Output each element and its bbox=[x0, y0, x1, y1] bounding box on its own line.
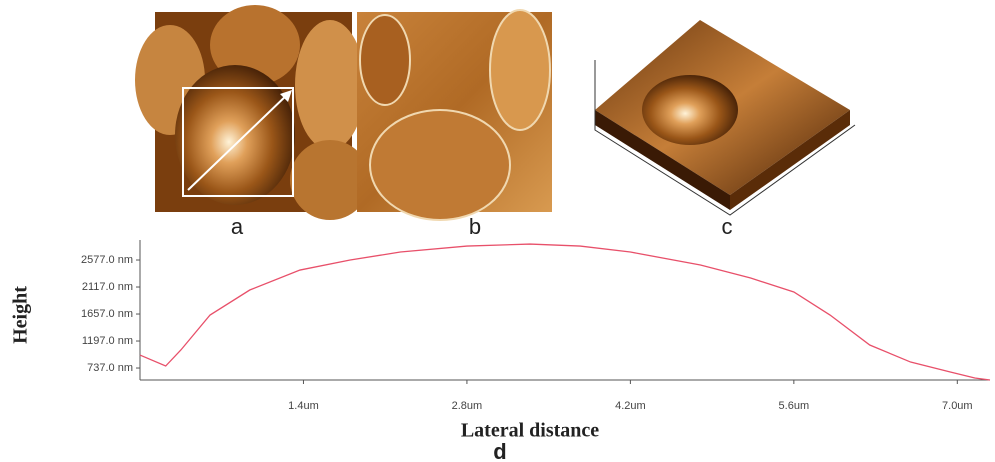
x-tick-label: 2.8um bbox=[452, 400, 483, 412]
x-axis-label: Lateral distance bbox=[461, 420, 599, 442]
y-tick-label: 2117.0 nm bbox=[82, 281, 133, 293]
panel-label: b bbox=[469, 214, 481, 239]
afm-image-c-3d bbox=[594, 20, 856, 216]
x-tick-label: 7.0um bbox=[942, 400, 973, 412]
y-tick-label: 737.0 nm bbox=[87, 362, 133, 374]
x-tick-label: 4.2um bbox=[615, 400, 646, 412]
panel-label: d bbox=[493, 439, 506, 462]
panel-label: a bbox=[231, 214, 244, 239]
y-tick-label: 1657.0 nm bbox=[81, 308, 133, 320]
y-tick-label: 2577.0 nm bbox=[81, 254, 133, 266]
afm-image-b bbox=[357, 9, 552, 221]
panel-label: c bbox=[722, 214, 733, 239]
height-profile bbox=[139, 243, 991, 381]
y-axis-label: Height bbox=[10, 286, 32, 344]
afm-image-a bbox=[135, 5, 370, 220]
x-tick-label: 5.6um bbox=[779, 400, 810, 412]
y-tick-label: 1197.0 nm bbox=[82, 335, 133, 347]
x-tick-label: 1.4um bbox=[288, 400, 319, 412]
